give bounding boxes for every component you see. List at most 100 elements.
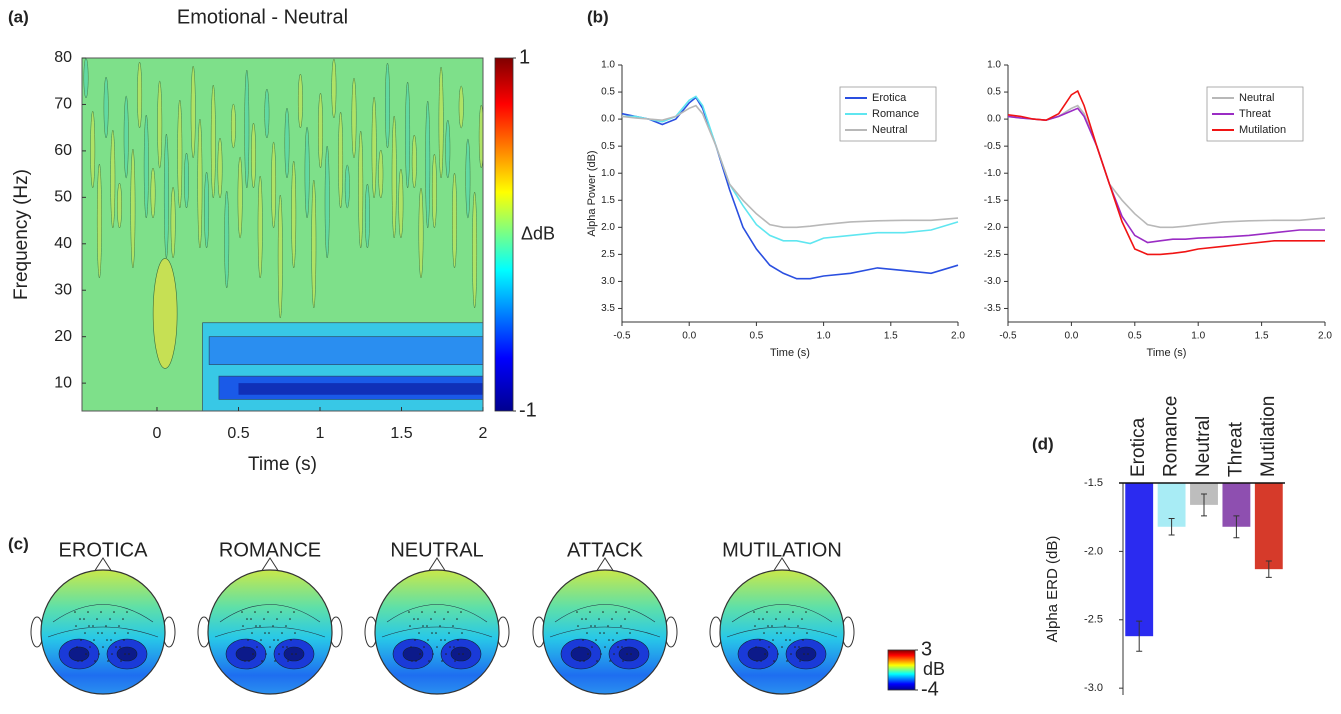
head-contour bbox=[554, 604, 656, 623]
head-nose bbox=[93, 557, 113, 573]
electrode bbox=[754, 625, 756, 627]
electrode bbox=[118, 625, 120, 627]
electrode bbox=[263, 618, 265, 620]
x-tick-label: 1.5 bbox=[884, 331, 898, 342]
y-tick-label: 30 bbox=[54, 281, 72, 298]
electrode bbox=[585, 618, 587, 620]
electrode bbox=[115, 646, 117, 648]
colorbar bbox=[494, 57, 514, 412]
electrode bbox=[278, 653, 280, 655]
electrode bbox=[767, 625, 769, 627]
heatmap-stripe bbox=[478, 104, 483, 169]
electrode bbox=[613, 653, 615, 655]
electrode bbox=[409, 625, 411, 627]
electrode bbox=[577, 625, 579, 627]
electrode bbox=[600, 653, 602, 655]
legend-label: Mutilation bbox=[1239, 124, 1286, 136]
electrode bbox=[629, 632, 631, 634]
electrode bbox=[801, 618, 803, 620]
topo-blob bbox=[795, 646, 817, 662]
heatmap-stripe bbox=[117, 182, 122, 229]
electrode bbox=[248, 660, 250, 662]
series-line bbox=[621, 96, 959, 280]
heatmap-stripe bbox=[452, 172, 457, 269]
heatmap-stripe bbox=[411, 134, 417, 189]
electrode bbox=[756, 660, 758, 662]
heatmap-stripe bbox=[110, 129, 116, 229]
electrode bbox=[578, 646, 580, 648]
electrode bbox=[81, 660, 83, 662]
heatmap-band bbox=[208, 336, 483, 365]
topo-blob bbox=[116, 646, 138, 662]
electrode bbox=[101, 632, 103, 634]
electrode bbox=[74, 611, 76, 613]
electrode bbox=[753, 611, 755, 613]
electrode bbox=[445, 653, 447, 655]
electrode bbox=[269, 646, 271, 648]
electrode bbox=[427, 639, 429, 641]
electrode bbox=[457, 639, 459, 641]
heatmap-stripe bbox=[96, 163, 102, 279]
y-tick-label: -2.0 bbox=[1084, 545, 1103, 557]
head-contour bbox=[219, 604, 321, 623]
head-contour bbox=[549, 626, 661, 638]
y-tick-label: -1.0 bbox=[984, 168, 1002, 179]
electrode bbox=[583, 660, 585, 662]
head bbox=[207, 569, 333, 695]
electrode bbox=[785, 639, 787, 641]
electrode bbox=[267, 611, 269, 613]
head bbox=[374, 569, 500, 695]
y-tick-label: -2.0 bbox=[984, 222, 1002, 233]
y-tick-label: 0.0 bbox=[601, 114, 615, 125]
heatmap-stripe bbox=[431, 153, 437, 229]
x-tick-label: 1.0 bbox=[817, 331, 831, 342]
electrode bbox=[107, 660, 109, 662]
electrode bbox=[805, 611, 807, 613]
electrode bbox=[430, 618, 432, 620]
x-tick-label: 1 bbox=[316, 425, 325, 442]
electrode bbox=[256, 646, 258, 648]
y-tick-label: -3.0 bbox=[984, 276, 1002, 287]
y-axis-label: Alpha Power (dB) bbox=[586, 150, 598, 236]
head-contour bbox=[214, 626, 326, 638]
x-tick-label: 0.0 bbox=[1064, 331, 1078, 342]
electrode bbox=[790, 653, 792, 655]
x-axis-label: Time (s) bbox=[1147, 347, 1187, 359]
electrode bbox=[105, 625, 107, 627]
series-line bbox=[1007, 89, 1325, 256]
heatmap-stripe bbox=[237, 156, 243, 239]
electrode bbox=[802, 639, 804, 641]
x-tick-label: 1.5 bbox=[1255, 331, 1269, 342]
heatmap-stripe bbox=[83, 58, 89, 99]
x-tick-label: 2.0 bbox=[1318, 331, 1332, 342]
electrode bbox=[413, 618, 415, 620]
x-tick-label: Mutilation bbox=[1258, 396, 1279, 477]
colorbar-tick-label: 1 bbox=[519, 46, 530, 68]
panel-label: (d) bbox=[1032, 434, 1054, 453]
electrode bbox=[247, 639, 249, 641]
legend-label: Romance bbox=[872, 108, 919, 120]
head-contour bbox=[47, 626, 159, 638]
electrode bbox=[126, 611, 128, 613]
electrode bbox=[431, 632, 433, 634]
electrode bbox=[83, 618, 85, 620]
electrode bbox=[608, 639, 610, 641]
electrode bbox=[776, 632, 778, 634]
electrode bbox=[277, 639, 279, 641]
electrode bbox=[576, 611, 578, 613]
heatmap-band bbox=[238, 383, 483, 395]
legend-label: Neutral bbox=[1239, 92, 1274, 104]
electrode bbox=[590, 625, 592, 627]
electrode bbox=[111, 653, 113, 655]
electrode bbox=[422, 625, 424, 627]
electrode bbox=[798, 646, 800, 648]
error-bar bbox=[1136, 620, 1143, 652]
x-tick-label: 0.5 bbox=[1128, 331, 1142, 342]
electrode bbox=[241, 611, 243, 613]
electrode bbox=[272, 625, 274, 627]
electrode bbox=[602, 611, 604, 613]
heatmap-stripe bbox=[177, 99, 183, 209]
electrode bbox=[123, 639, 125, 641]
electrode bbox=[294, 632, 296, 634]
electrode bbox=[289, 618, 291, 620]
